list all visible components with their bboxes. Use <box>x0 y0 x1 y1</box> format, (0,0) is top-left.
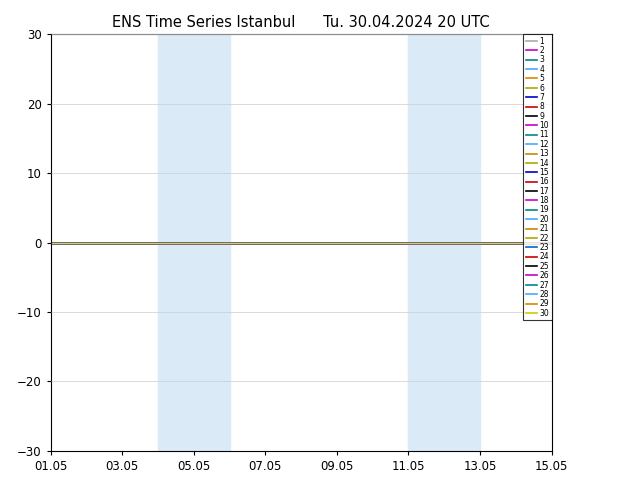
Bar <box>194 34 230 451</box>
Bar <box>408 34 444 451</box>
Bar <box>444 34 480 451</box>
Bar <box>158 34 194 451</box>
Legend: 1, 2, 3, 4, 5, 6, 7, 8, 9, 10, 11, 12, 13, 14, 15, 16, 17, 18, 19, 20, 21, 22, 2: 1, 2, 3, 4, 5, 6, 7, 8, 9, 10, 11, 12, 1… <box>524 34 552 320</box>
Title: ENS Time Series Istanbul      Tu. 30.04.2024 20 UTC: ENS Time Series Istanbul Tu. 30.04.2024 … <box>112 15 490 30</box>
